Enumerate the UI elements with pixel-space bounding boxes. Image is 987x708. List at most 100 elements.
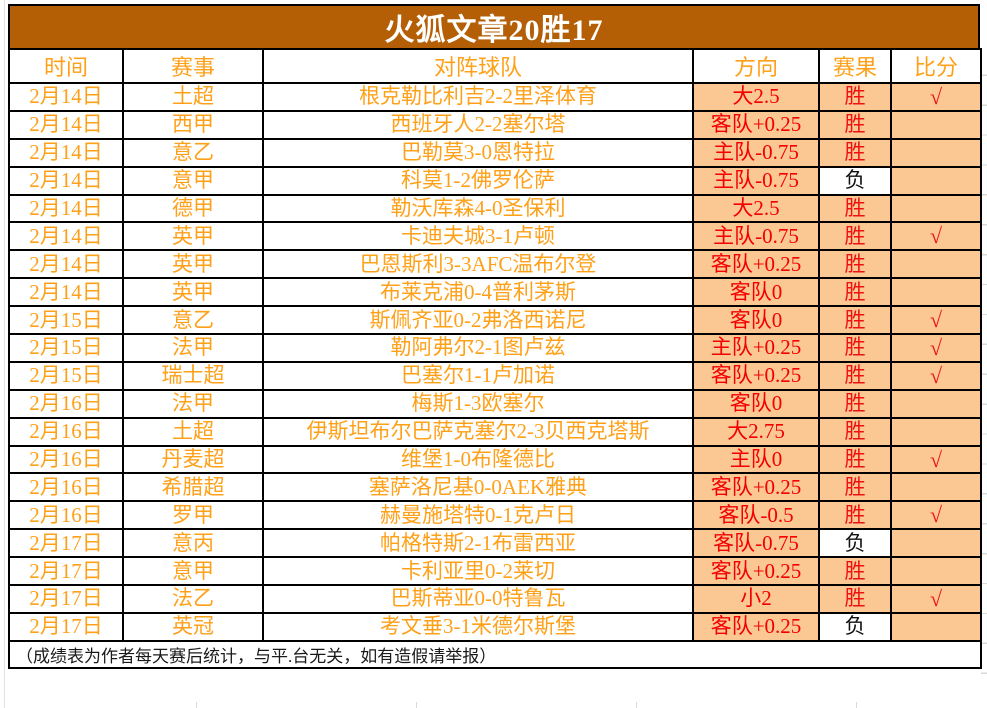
cell-date: 2月16日 <box>8 388 124 419</box>
cell-result: 胜 <box>818 360 892 391</box>
cell-score <box>890 277 982 308</box>
table-row: 2月15日 意乙 斯佩齐亚0-2弗洛西诺尼 客队0 胜 √ <box>8 305 982 336</box>
header-row: 时间 赛事 对阵球队 方向 赛果 比分 <box>8 48 982 84</box>
cell-result: 胜 <box>818 472 892 503</box>
cell-direction: 客队+0.25 <box>692 360 820 391</box>
cell-date: 2月17日 <box>8 556 124 587</box>
table-row: 2月17日 英冠 考文垂3-1米德尔斯堡 客队+0.25 负 <box>8 611 982 642</box>
cell-direction: 客队+0.25 <box>692 556 820 587</box>
cell-match: 塞萨洛尼基0-0AEK雅典 <box>262 472 694 503</box>
margin-gridline <box>4 0 5 708</box>
cell-match: 勒阿弗尔2-1图卢兹 <box>262 333 694 363</box>
margin-gridline <box>416 702 417 708</box>
cell-direction: 客队0 <box>692 305 820 336</box>
cell-result: 胜 <box>818 109 892 140</box>
column-header-teams: 对阵球队 <box>262 48 694 84</box>
cell-score <box>890 137 982 168</box>
cell-league: 土超 <box>122 82 264 112</box>
cell-score: √ <box>890 333 982 363</box>
cell-league: 意丙 <box>122 528 264 559</box>
table-row: 2月14日 意甲 科莫1-2佛罗伦萨 主队-0.75 负 <box>8 165 982 196</box>
cell-score: √ <box>890 500 982 531</box>
cell-league: 罗甲 <box>122 500 264 531</box>
cell-score <box>890 109 982 140</box>
table-row: 2月14日 土超 根克勒比利吉2-2里泽体育 大2.5 胜 √ <box>8 82 982 112</box>
cell-date: 2月16日 <box>8 444 124 475</box>
cell-result: 负 <box>818 528 892 559</box>
cell-match: 巴塞尔1-1卢加诺 <box>262 360 694 391</box>
table-row: 2月14日 西甲 西班牙人2-2塞尔塔 客队+0.25 胜 <box>8 109 982 140</box>
cell-direction: 客队0 <box>692 277 820 308</box>
cell-result: 胜 <box>818 584 892 614</box>
cell-match: 维堡1-0布隆德比 <box>262 444 694 475</box>
table-row: 2月14日 德甲 勒沃库森4-0圣保利 大2.5 胜 <box>8 193 982 224</box>
column-header-league: 赛事 <box>122 48 264 84</box>
margin-gridline <box>636 702 637 708</box>
column-header-result: 赛果 <box>818 48 892 84</box>
cell-date: 2月15日 <box>8 305 124 336</box>
cell-league: 土超 <box>122 416 264 447</box>
table-row: 2月15日 瑞士超 巴塞尔1-1卢加诺 客队+0.25 胜 √ <box>8 360 982 391</box>
cell-score <box>890 193 982 224</box>
cell-match: 卡迪夫城3-1卢顿 <box>262 221 694 252</box>
cell-league: 意甲 <box>122 165 264 196</box>
cell-direction: 客队-0.5 <box>692 500 820 531</box>
footer-note: （成绩表为作者每天赛后统计，与平.台无关，如有造假请举报） <box>8 639 982 669</box>
column-header-direction: 方向 <box>692 48 820 84</box>
cell-league: 英冠 <box>122 611 264 642</box>
cell-score <box>890 611 982 642</box>
cell-result: 胜 <box>818 249 892 280</box>
cell-league: 意乙 <box>122 137 264 168</box>
cell-direction: 主队0 <box>692 444 820 475</box>
cell-date: 2月17日 <box>8 528 124 559</box>
cell-match: 巴恩斯利3-3AFC温布尔登 <box>262 249 694 280</box>
table-row: 2月17日 意丙 帕格特斯2-1布雷西亚 客队-0.75 负 <box>8 528 982 559</box>
cell-direction: 大2.5 <box>692 82 820 112</box>
sheet-title-text: 火狐文章20胜17 <box>384 14 604 47</box>
cell-result: 胜 <box>818 305 892 336</box>
table-row: 2月17日 法乙 巴斯蒂亚0-0特鲁瓦 小2 胜 √ <box>8 584 982 614</box>
cell-match: 西班牙人2-2塞尔塔 <box>262 109 694 140</box>
cell-result: 胜 <box>818 444 892 475</box>
table-row: 2月16日 希腊超 塞萨洛尼基0-0AEK雅典 客队+0.25 胜 <box>8 472 982 503</box>
table-row: 2月14日 英甲 巴恩斯利3-3AFC温布尔登 客队+0.25 胜 <box>8 249 982 280</box>
sheet-title: 火狐文章20胜17 <box>8 4 980 48</box>
cell-date: 2月14日 <box>8 109 124 140</box>
cell-date: 2月14日 <box>8 277 124 308</box>
cell-result: 胜 <box>818 82 892 112</box>
cell-date: 2月14日 <box>8 221 124 252</box>
cell-league: 法甲 <box>122 333 264 363</box>
cell-direction: 主队-0.75 <box>692 137 820 168</box>
cell-score: √ <box>890 444 982 475</box>
cell-date: 2月16日 <box>8 472 124 503</box>
cell-league: 瑞士超 <box>122 360 264 391</box>
table-row: 2月16日 丹麦超 维堡1-0布隆德比 主队0 胜 √ <box>8 444 982 475</box>
margin-gridline <box>856 702 857 708</box>
table-row: 2月17日 意甲 卡利亚里0-2莱切 客队+0.25 胜 <box>8 556 982 587</box>
margin-gridlines-right <box>981 46 987 702</box>
cell-date: 2月14日 <box>8 165 124 196</box>
cell-date: 2月17日 <box>8 611 124 642</box>
cell-date: 2月14日 <box>8 249 124 280</box>
cell-date: 2月16日 <box>8 500 124 531</box>
cell-match: 帕格特斯2-1布雷西亚 <box>262 528 694 559</box>
table-row: 2月16日 法甲 梅斯1-3欧塞尔 客队0 胜 <box>8 388 982 419</box>
cell-league: 德甲 <box>122 193 264 224</box>
cell-result: 胜 <box>818 277 892 308</box>
cell-match: 考文垂3-1米德尔斯堡 <box>262 611 694 642</box>
cell-league: 法乙 <box>122 584 264 614</box>
cell-direction: 客队+0.25 <box>692 472 820 503</box>
cell-score <box>890 556 982 587</box>
cell-league: 希腊超 <box>122 472 264 503</box>
column-header-score: 比分 <box>890 48 982 84</box>
cell-league: 英甲 <box>122 249 264 280</box>
cell-match: 卡利亚里0-2莱切 <box>262 556 694 587</box>
cell-score: √ <box>890 221 982 252</box>
cell-match: 伊斯坦布尔巴萨克塞尔2-3贝西克塔斯 <box>262 416 694 447</box>
cell-league: 英甲 <box>122 221 264 252</box>
column-header-time: 时间 <box>8 48 124 84</box>
cell-direction: 客队-0.75 <box>692 528 820 559</box>
cell-result: 胜 <box>818 193 892 224</box>
cell-score: √ <box>890 305 982 336</box>
cell-score: √ <box>890 360 982 391</box>
